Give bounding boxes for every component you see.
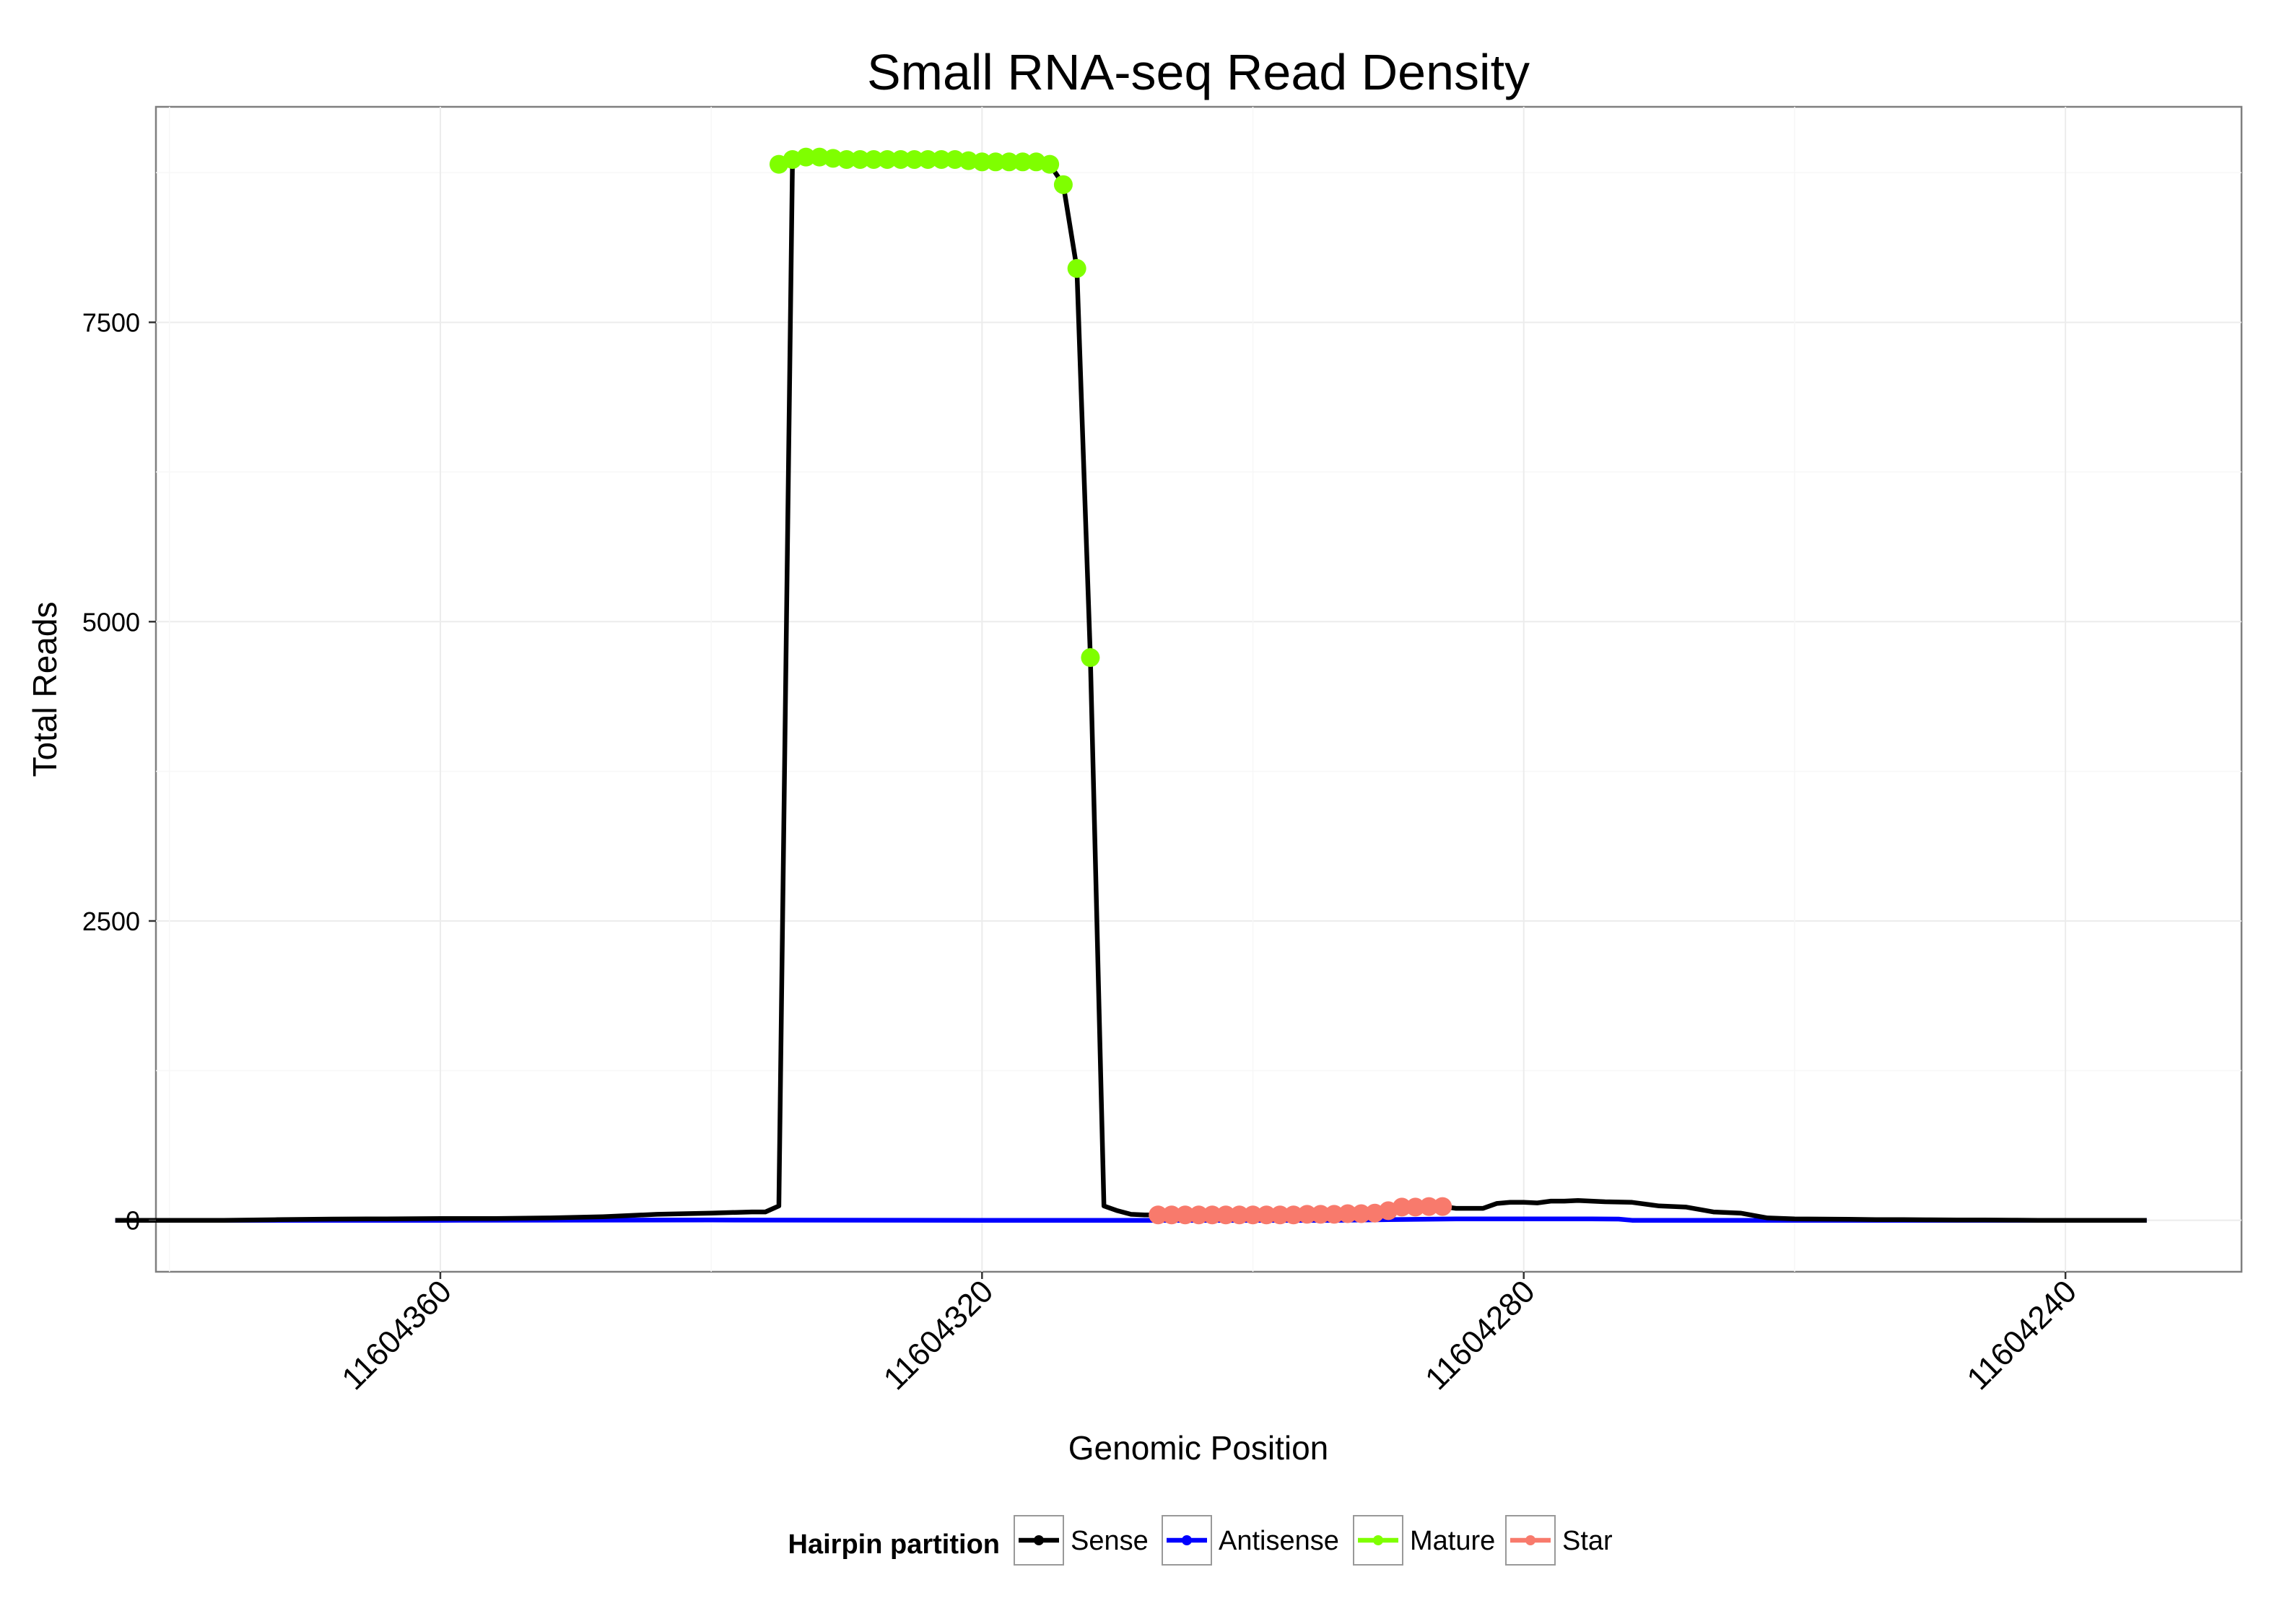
data-point-star bbox=[1175, 1205, 1195, 1225]
legend-key-point bbox=[1525, 1535, 1535, 1545]
data-point-mature bbox=[945, 149, 964, 169]
data-point-star bbox=[1162, 1205, 1181, 1225]
x-tick-label: 11604320 bbox=[877, 1273, 1001, 1397]
data-point-star bbox=[1325, 1205, 1344, 1224]
data-point-star bbox=[1149, 1205, 1168, 1225]
data-point-mature bbox=[1053, 175, 1073, 194]
data-point-star bbox=[1271, 1205, 1290, 1225]
data-point-mature bbox=[932, 149, 951, 169]
data-point-mature bbox=[837, 149, 856, 169]
data-point-mature bbox=[810, 147, 829, 167]
legend-item-star: Star bbox=[1505, 1515, 1613, 1566]
data-point-mature bbox=[864, 149, 884, 169]
data-point-mature bbox=[878, 149, 897, 169]
legend-item-mature: Mature bbox=[1353, 1515, 1495, 1566]
data-point-mature bbox=[850, 149, 870, 169]
legend-title: Hairpin partition bbox=[788, 1529, 1000, 1560]
y-tick-label: 5000 bbox=[82, 607, 140, 637]
legend: Hairpin partition Sense Antisense Mature St… bbox=[788, 1515, 1613, 1566]
grid-lines bbox=[156, 107, 2242, 1272]
legend-item-antisense: Antisense bbox=[1162, 1515, 1339, 1566]
data-point-star bbox=[1229, 1205, 1249, 1225]
y-tick-label: 0 bbox=[126, 1206, 140, 1236]
y-axis-label: Total Reads bbox=[26, 602, 64, 777]
data-point-star bbox=[1203, 1205, 1222, 1225]
data-point-star bbox=[1297, 1205, 1317, 1224]
data-point-mature bbox=[1040, 154, 1060, 174]
data-point-mature bbox=[986, 152, 1006, 172]
data-point-mature bbox=[796, 147, 816, 167]
plot-panel bbox=[154, 105, 2243, 1273]
data-point-mature bbox=[918, 149, 938, 169]
legend-label: Sense bbox=[1071, 1526, 1149, 1556]
data-point-mature bbox=[1013, 152, 1032, 172]
data-point-star bbox=[1311, 1205, 1330, 1224]
data-point-star bbox=[1351, 1204, 1371, 1223]
chart-title: Small RNA-seq Read Density bbox=[867, 44, 1530, 100]
legend-label: Star bbox=[1562, 1526, 1613, 1556]
data-point-mature bbox=[959, 151, 978, 170]
data-point-star bbox=[1392, 1197, 1411, 1217]
data-point-star bbox=[1257, 1205, 1276, 1225]
y-tick-label: 7500 bbox=[82, 308, 140, 338]
y-tick-label: 2500 bbox=[82, 907, 140, 936]
data-point-star bbox=[1284, 1205, 1303, 1225]
data-point-star bbox=[1433, 1197, 1452, 1216]
x-tick-label: 11604240 bbox=[1960, 1273, 2083, 1397]
legend-item-sense: Sense bbox=[1014, 1515, 1149, 1566]
data-point-star bbox=[1243, 1205, 1263, 1225]
legend-label: Mature bbox=[1410, 1526, 1495, 1556]
legend-key-point bbox=[1034, 1535, 1044, 1545]
data-point-mature bbox=[999, 152, 1019, 172]
data-point-mature bbox=[823, 149, 842, 168]
data-point-star bbox=[1189, 1205, 1208, 1225]
series-points bbox=[769, 147, 1452, 1225]
data-point-mature bbox=[891, 149, 910, 169]
data-point-mature bbox=[905, 149, 924, 169]
x-axis: 11604360 11604320 11604280 11604240 bbox=[335, 1272, 2083, 1397]
legend-key-point bbox=[1373, 1535, 1383, 1545]
data-point-star bbox=[1419, 1197, 1439, 1216]
data-point-mature bbox=[1081, 648, 1100, 668]
data-point-star bbox=[1216, 1205, 1236, 1225]
x-tick-label: 11604280 bbox=[1419, 1273, 1542, 1397]
y-axis: 0 2500 5000 7500 bbox=[82, 308, 156, 1236]
x-tick-label: 11604360 bbox=[335, 1273, 458, 1397]
legend-label: Antisense bbox=[1219, 1526, 1339, 1556]
legend-key-point bbox=[1182, 1535, 1192, 1545]
data-point-star bbox=[1338, 1204, 1357, 1223]
data-point-star bbox=[1406, 1197, 1425, 1217]
data-point-mature bbox=[972, 152, 992, 172]
x-axis-label: Genomic Position bbox=[1068, 1429, 1329, 1467]
data-point-mature bbox=[1067, 258, 1086, 278]
